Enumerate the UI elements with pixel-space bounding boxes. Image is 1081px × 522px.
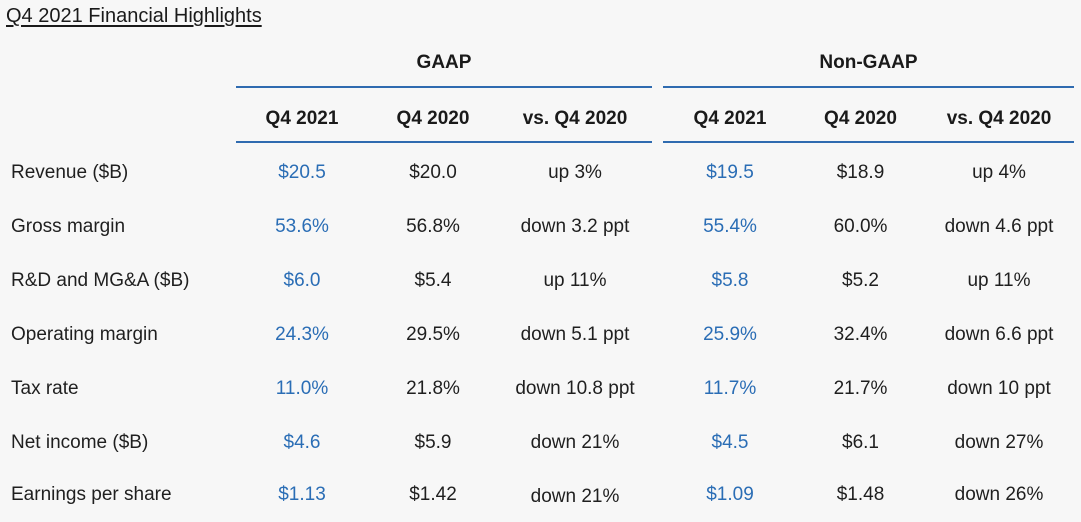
gaap-vs-q4-2020-header: vs. Q4 2020: [522, 108, 628, 129]
table-row: Tax rate 11.0% 21.8% down 10.8 ppt 11.7%…: [0, 378, 1081, 408]
gaap-change-value: down 21%: [530, 432, 620, 453]
non-gaap-change-value: down 4.6 ppt: [944, 216, 1054, 237]
gaap-group-rule: [236, 86, 652, 88]
gaap-change-value: down 21%: [530, 486, 620, 507]
non-gaap-change-value: up 4%: [972, 162, 1026, 183]
gaap-q4-2020-value: 29.5%: [406, 324, 460, 345]
non-gaap-q4-2020-value: 60.0%: [833, 216, 888, 237]
gaap-change-value: down 3.2 ppt: [520, 216, 630, 237]
non-gaap-q4-2021-header: Q4 2021: [693, 108, 767, 129]
gaap-q4-2020-value: $1.42: [409, 484, 457, 505]
non-gaap-q4-2020-value: $5.2: [842, 270, 879, 291]
gaap-change-value: up 3%: [548, 162, 602, 183]
gaap-q4-2020-value: $5.9: [414, 432, 452, 453]
gaap-q4-2021-value: 24.3%: [275, 324, 329, 345]
gaap-header-rule: [236, 141, 652, 143]
gaap-q4-2021-header: Q4 2021: [265, 108, 339, 129]
gaap-q4-2020-value: $20.0: [409, 162, 457, 183]
gaap-change-value: down 5.1 ppt: [520, 324, 630, 345]
non-gaap-change-value: down 6.6 ppt: [944, 324, 1054, 345]
non-gaap-group-rule: [663, 86, 1074, 88]
row-label: Revenue ($B): [11, 162, 129, 183]
table-row: Operating margin 24.3% 29.5% down 5.1 pp…: [0, 324, 1081, 354]
table-row: Gross margin 53.6% 56.8% down 3.2 ppt 55…: [0, 216, 1081, 246]
gaap-change-value: up 11%: [543, 270, 607, 291]
row-label: R&D and MG&A ($B): [11, 270, 190, 291]
gaap-change-value: down 10.8 ppt: [515, 378, 635, 399]
non-gaap-q4-2021-value: $5.8: [711, 270, 749, 291]
gaap-q4-2020-value: 56.8%: [406, 216, 460, 237]
row-label: Earnings per share: [11, 484, 172, 505]
gaap-q4-2021-value: $4.6: [283, 432, 321, 453]
gaap-q4-2020-value: $5.4: [414, 270, 452, 291]
non-gaap-q4-2021-value: 55.4%: [703, 216, 757, 237]
non-gaap-q4-2021-value: 11.7%: [703, 378, 757, 399]
non-gaap-header-rule: [663, 141, 1074, 143]
gaap-q4-2021-value: $20.5: [278, 162, 326, 183]
page-title: Q4 2021 Financial Highlights: [6, 5, 262, 27]
row-label: Gross margin: [11, 216, 126, 237]
row-label: Net income ($B): [11, 432, 149, 453]
non-gaap-q4-2021-value: $1.09: [706, 484, 754, 505]
non-gaap-q4-2020-value: $6.1: [842, 432, 879, 453]
non-gaap-change-value: down 27%: [954, 432, 1044, 453]
table-row: Net income ($B) $4.6 $5.9 down 21% $4.5 …: [0, 432, 1081, 462]
non-gaap-q4-2020-value: 21.7%: [833, 378, 888, 399]
gaap-q4-2020-value: 21.8%: [406, 378, 460, 399]
non-gaap-vs-q4-2020-header: vs. Q4 2020: [946, 108, 1052, 129]
table-row: R&D and MG&A ($B) $6.0 $5.4 up 11% $5.8 …: [0, 270, 1081, 300]
gaap-q4-2021-value: 11.0%: [275, 378, 329, 399]
non-gaap-change-value: up 11%: [967, 270, 1031, 291]
table-row: Revenue ($B) $20.5 $20.0 up 3% $19.5 $18…: [0, 162, 1081, 192]
non-gaap-change-value: down 26%: [954, 484, 1044, 505]
gaap-q4-2021-value: $1.13: [278, 484, 326, 505]
row-label: Tax rate: [11, 378, 79, 399]
non-gaap-change-value: down 10 ppt: [947, 378, 1051, 399]
gaap-q4-2020-header: Q4 2020: [396, 108, 470, 129]
non-gaap-q4-2020-value: 32.4%: [833, 324, 888, 345]
non-gaap-q4-2021-value: 25.9%: [703, 324, 757, 345]
non-gaap-group-header: Non-GAAP: [819, 52, 918, 73]
non-gaap-q4-2020-value: $1.48: [836, 484, 885, 505]
gaap-q4-2021-value: 53.6%: [275, 216, 329, 237]
non-gaap-q4-2020-value: $18.9: [836, 162, 885, 183]
gaap-group-header: GAAP: [416, 52, 472, 73]
table-row: Earnings per share $1.13 $1.42 down 21% …: [0, 484, 1081, 514]
non-gaap-q4-2021-value: $4.5: [711, 432, 749, 453]
gaap-q4-2021-value: $6.0: [283, 270, 321, 291]
non-gaap-q4-2021-value: $19.5: [706, 162, 754, 183]
non-gaap-q4-2020-header: Q4 2020: [824, 108, 897, 129]
row-label: Operating margin: [11, 324, 158, 345]
